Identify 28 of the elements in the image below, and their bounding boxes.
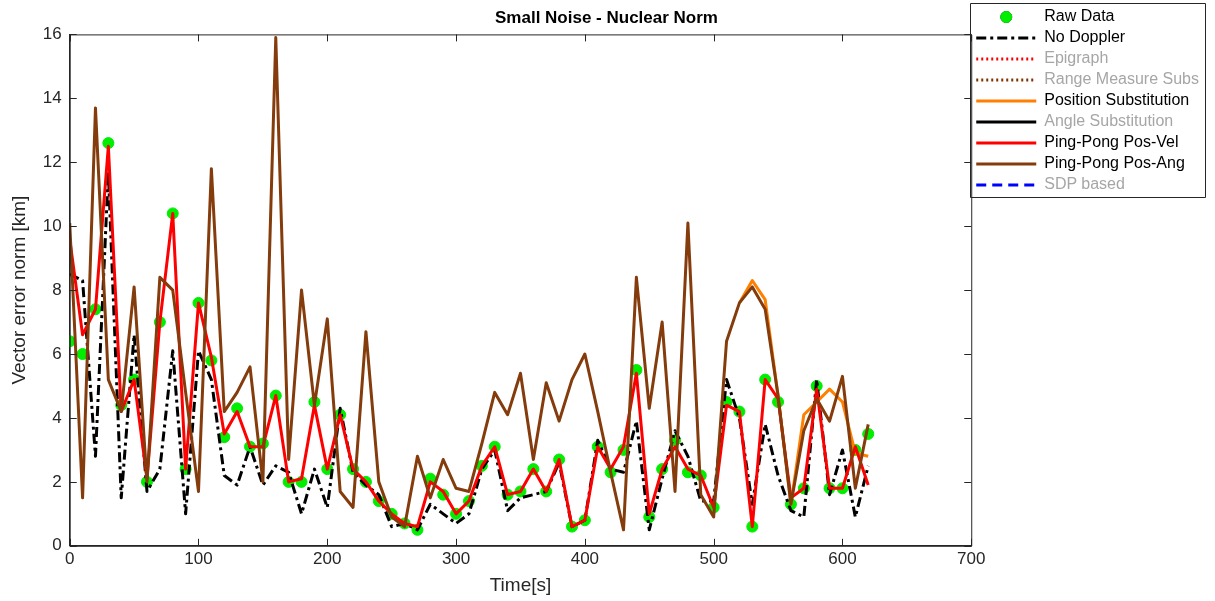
legend-label: Ping-Pong Pos-Ang [1044, 154, 1185, 172]
y-tick-label: 2 [52, 471, 62, 491]
y-tick-label: 14 [42, 88, 62, 108]
y-tick-label: 10 [42, 215, 62, 235]
legend-label: Epigraph [1044, 49, 1109, 67]
y-tick-label: 6 [52, 343, 62, 363]
y-tick-label: 0 [52, 535, 62, 555]
x-axis-title: Time[s] [489, 573, 552, 595]
y-tick-label: 16 [42, 24, 62, 44]
chart-title: Small Noise - Nuclear Norm [495, 7, 718, 27]
legend-label: Angle Substitution [1044, 112, 1174, 130]
x-tick-label: 600 [828, 548, 857, 568]
x-tick-label: 400 [570, 548, 600, 568]
x-tick-label: 300 [441, 548, 471, 568]
x-tick-label: 500 [699, 548, 728, 568]
legend-label: Range Measure Subs [1044, 70, 1200, 88]
y-tick-label: 8 [52, 279, 62, 299]
x-tick-label: 700 [957, 548, 986, 568]
x-tick-label: 200 [313, 548, 342, 568]
legend-label: Ping-Pong Pos-Vel [1044, 133, 1179, 151]
y-tick-label: 4 [52, 407, 62, 427]
legend-label: Position Substitution [1044, 91, 1190, 109]
y-tick-label: 12 [42, 151, 62, 171]
legend-label: Raw Data [1044, 7, 1115, 25]
legend-label: SDP based [1044, 175, 1125, 193]
legend-label: No Doppler [1044, 28, 1126, 46]
x-tick-label: 100 [184, 548, 213, 568]
y-axis-title: Vector error norm [km] [7, 195, 29, 385]
